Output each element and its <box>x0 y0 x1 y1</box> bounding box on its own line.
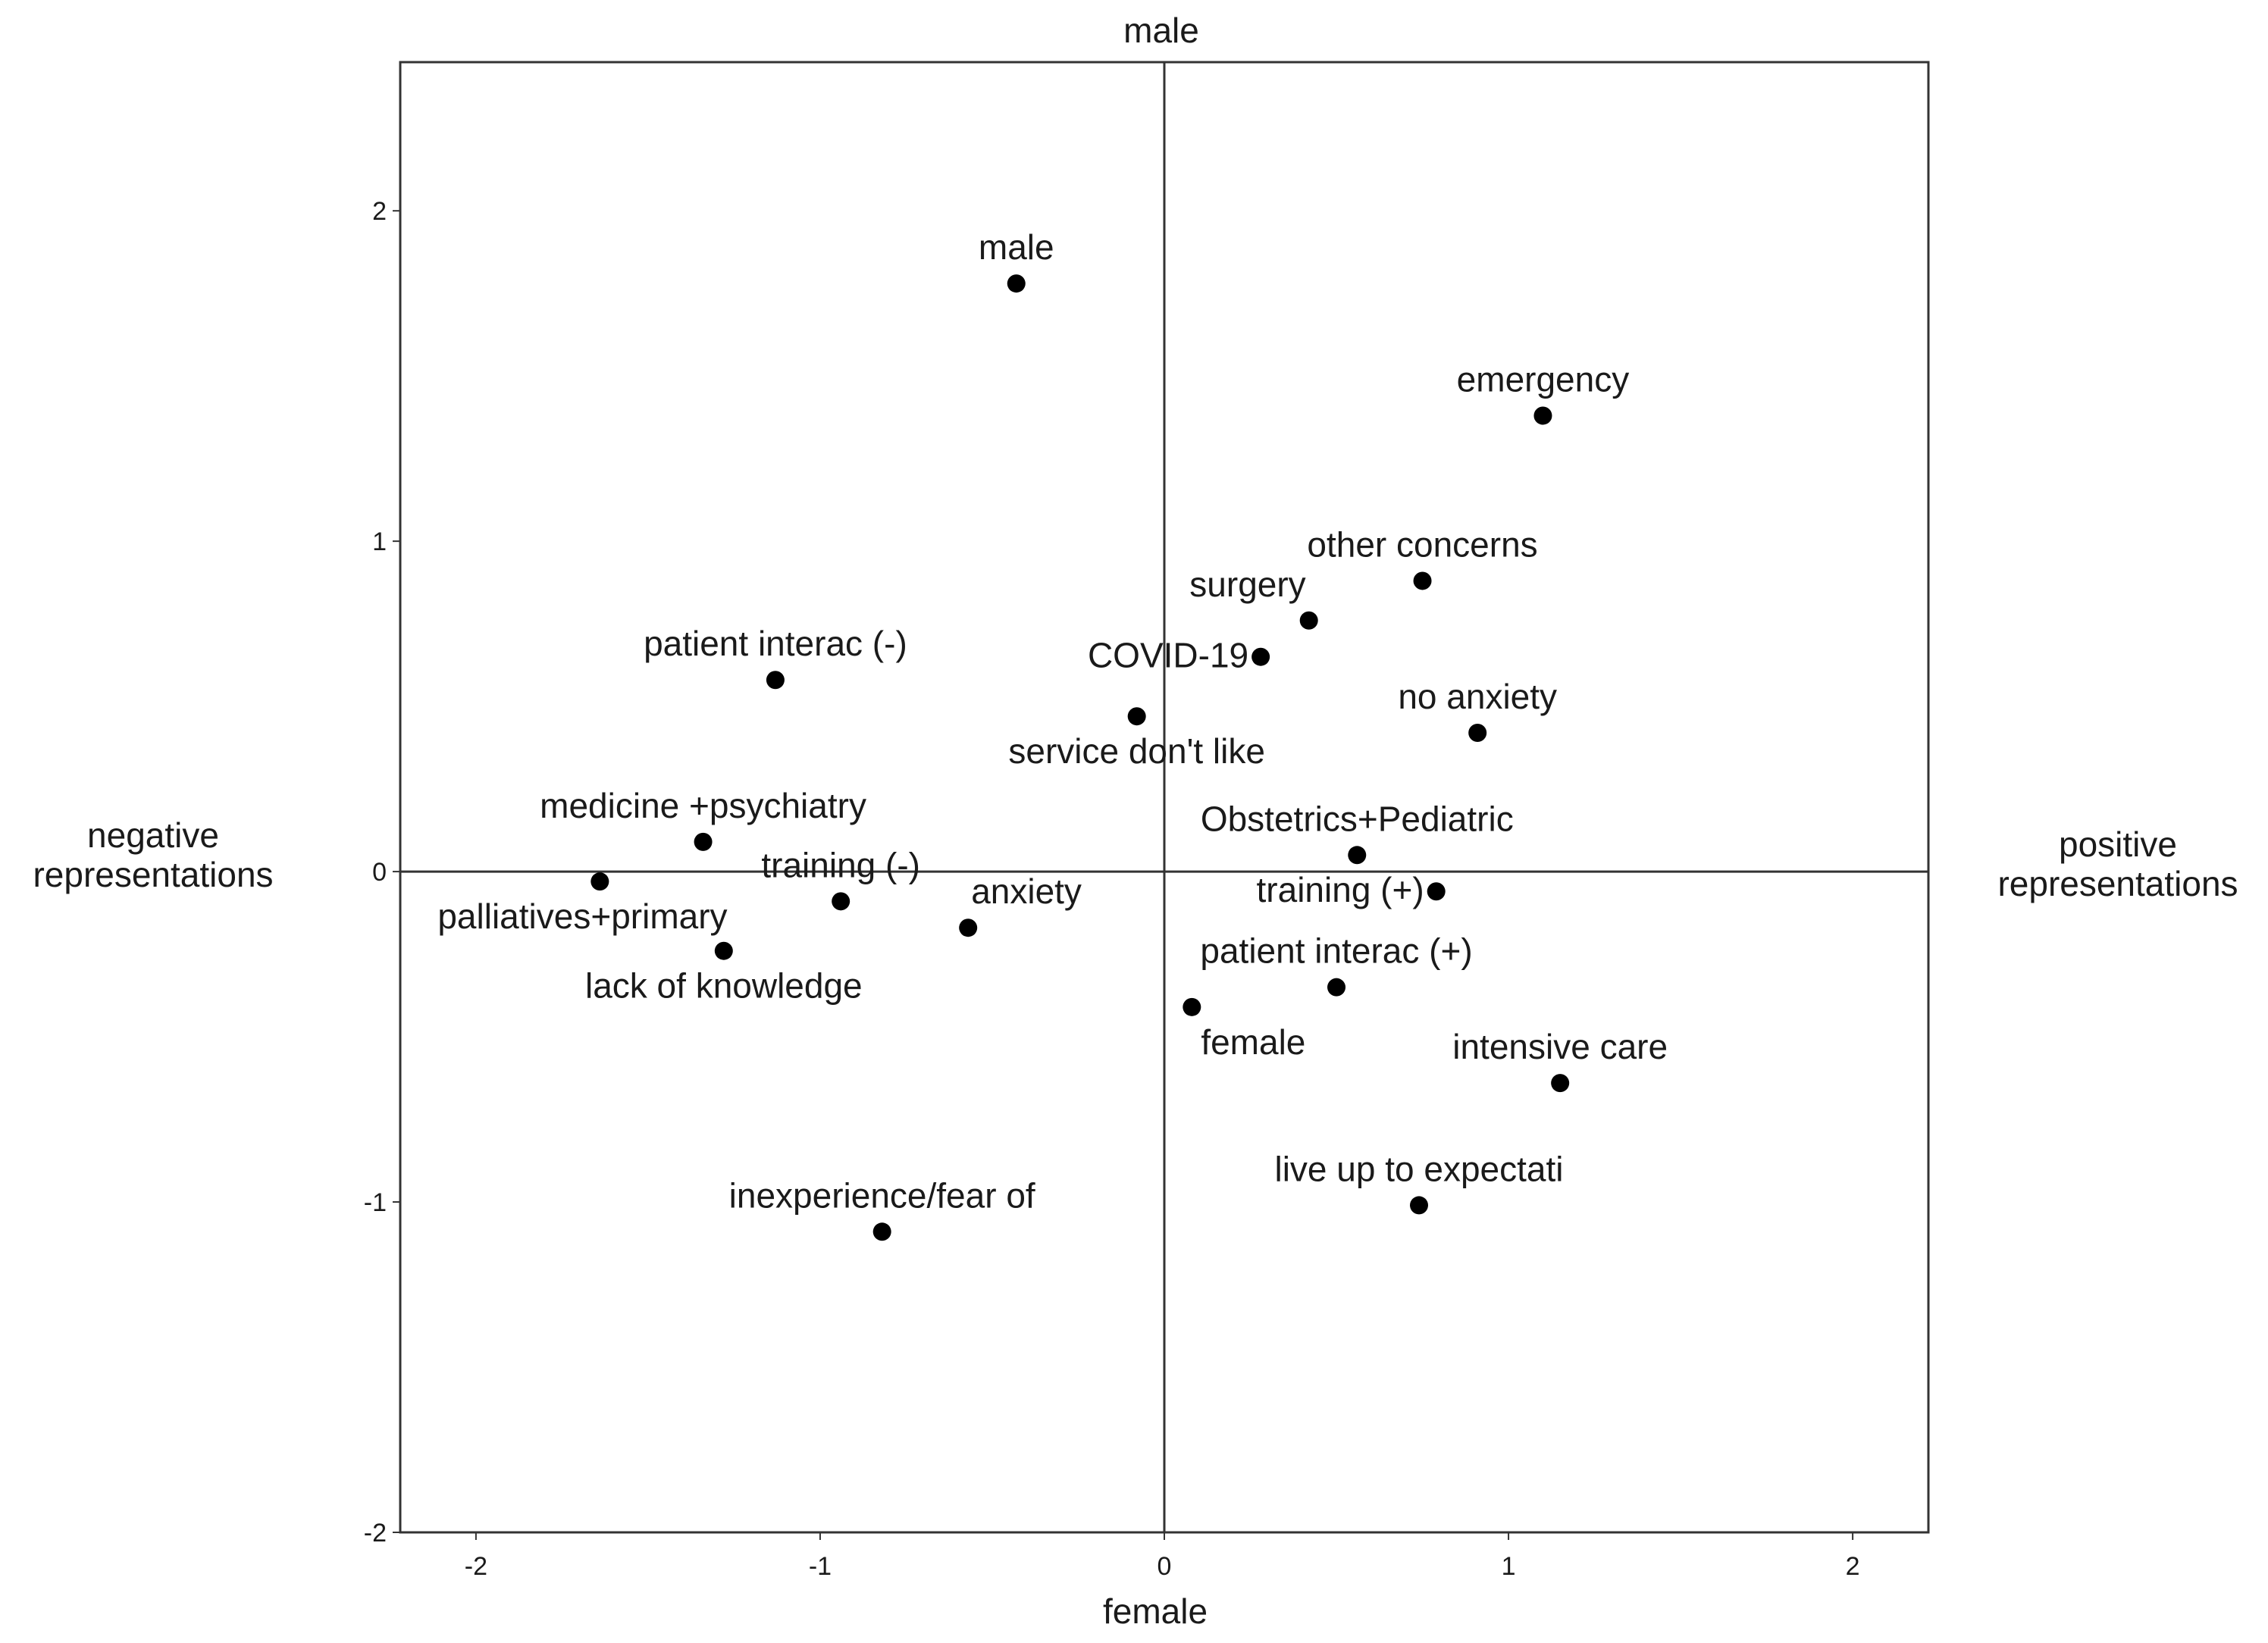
data-point <box>1007 274 1026 293</box>
axis-title-left-line2: representations <box>33 855 273 894</box>
data-point <box>832 892 850 911</box>
axis-title-left-line1: negative <box>87 815 219 855</box>
point-label: surgery <box>1189 565 1305 604</box>
point-label: Obstetrics+Pediatric <box>1201 799 1514 838</box>
point-label: anxiety <box>971 872 1082 911</box>
x-tick-label: -2 <box>465 1552 487 1581</box>
point-label: no anxiety <box>1398 677 1557 716</box>
point-label: other concerns <box>1307 524 1537 564</box>
point-label: live up to expectati <box>1274 1149 1563 1188</box>
point-label: emergency <box>1457 359 1630 399</box>
y-tick-label: 2 <box>372 197 387 226</box>
x-tick-label: 1 <box>1502 1552 1516 1581</box>
x-tick-label: 0 <box>1157 1552 1172 1581</box>
x-tick-label: 2 <box>1846 1552 1860 1581</box>
x-tick-label: -1 <box>809 1552 832 1581</box>
point-label: male <box>979 227 1054 267</box>
point-label: medicine +psychiatry <box>540 786 866 825</box>
axis-title-top: male <box>1123 11 1199 50</box>
data-point <box>1299 611 1318 630</box>
data-point <box>1427 882 1446 901</box>
data-point <box>1468 723 1487 742</box>
point-label: training (+) <box>1257 870 1424 909</box>
y-tick-label: 1 <box>372 527 387 556</box>
axis-title-right-line1: positive <box>2059 825 2177 864</box>
data-point <box>872 1222 891 1241</box>
y-tick-label: 0 <box>372 858 387 887</box>
point-label: patient interac (-) <box>644 624 907 663</box>
data-point <box>1348 846 1367 865</box>
y-tick-label: -1 <box>364 1188 387 1217</box>
point-label: palliatives+primary <box>437 897 727 936</box>
data-point <box>1413 571 1432 590</box>
data-point <box>1551 1074 1570 1093</box>
data-point <box>1410 1196 1428 1215</box>
point-label: intensive care <box>1452 1027 1668 1066</box>
point-label: female <box>1201 1022 1305 1062</box>
data-point <box>590 872 609 891</box>
data-point <box>959 919 978 937</box>
data-point <box>714 941 733 960</box>
y-tick-label: -2 <box>364 1519 387 1548</box>
data-point <box>1251 647 1270 666</box>
data-point <box>1533 406 1552 425</box>
point-label: inexperience/fear of <box>729 1175 1035 1215</box>
axis-title-right-line2: representations <box>1997 864 2238 903</box>
point-label: patient interac (+) <box>1200 931 1472 971</box>
point-label: service don't like <box>1008 731 1265 771</box>
data-point <box>766 671 785 690</box>
point-label: training (-) <box>761 845 920 884</box>
axis-title-bottom: female <box>1103 1591 1208 1631</box>
point-label: COVID-19 <box>1088 636 1248 675</box>
data-point <box>1127 707 1146 726</box>
data-point <box>1183 997 1201 1016</box>
point-label: lack of knowledge <box>585 966 863 1006</box>
data-point <box>1327 978 1346 997</box>
data-point <box>694 832 713 851</box>
